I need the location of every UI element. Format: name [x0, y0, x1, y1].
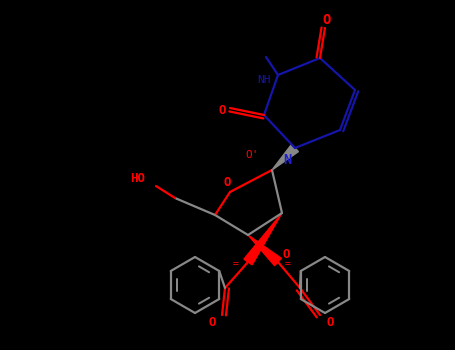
Text: O': O' [245, 150, 259, 160]
Text: O: O [249, 247, 257, 260]
Text: HO: HO [131, 172, 146, 184]
Text: O: O [223, 175, 231, 189]
Text: O: O [323, 13, 331, 27]
Text: =: = [285, 259, 291, 269]
Text: O: O [282, 247, 290, 260]
Text: O: O [208, 316, 216, 329]
Text: =: = [233, 259, 239, 269]
Text: NH: NH [257, 75, 271, 85]
Text: N: N [283, 153, 291, 167]
Text: O: O [326, 316, 334, 329]
Text: O: O [218, 104, 226, 117]
Polygon shape [248, 235, 281, 266]
Polygon shape [244, 213, 282, 265]
Polygon shape [272, 145, 298, 170]
